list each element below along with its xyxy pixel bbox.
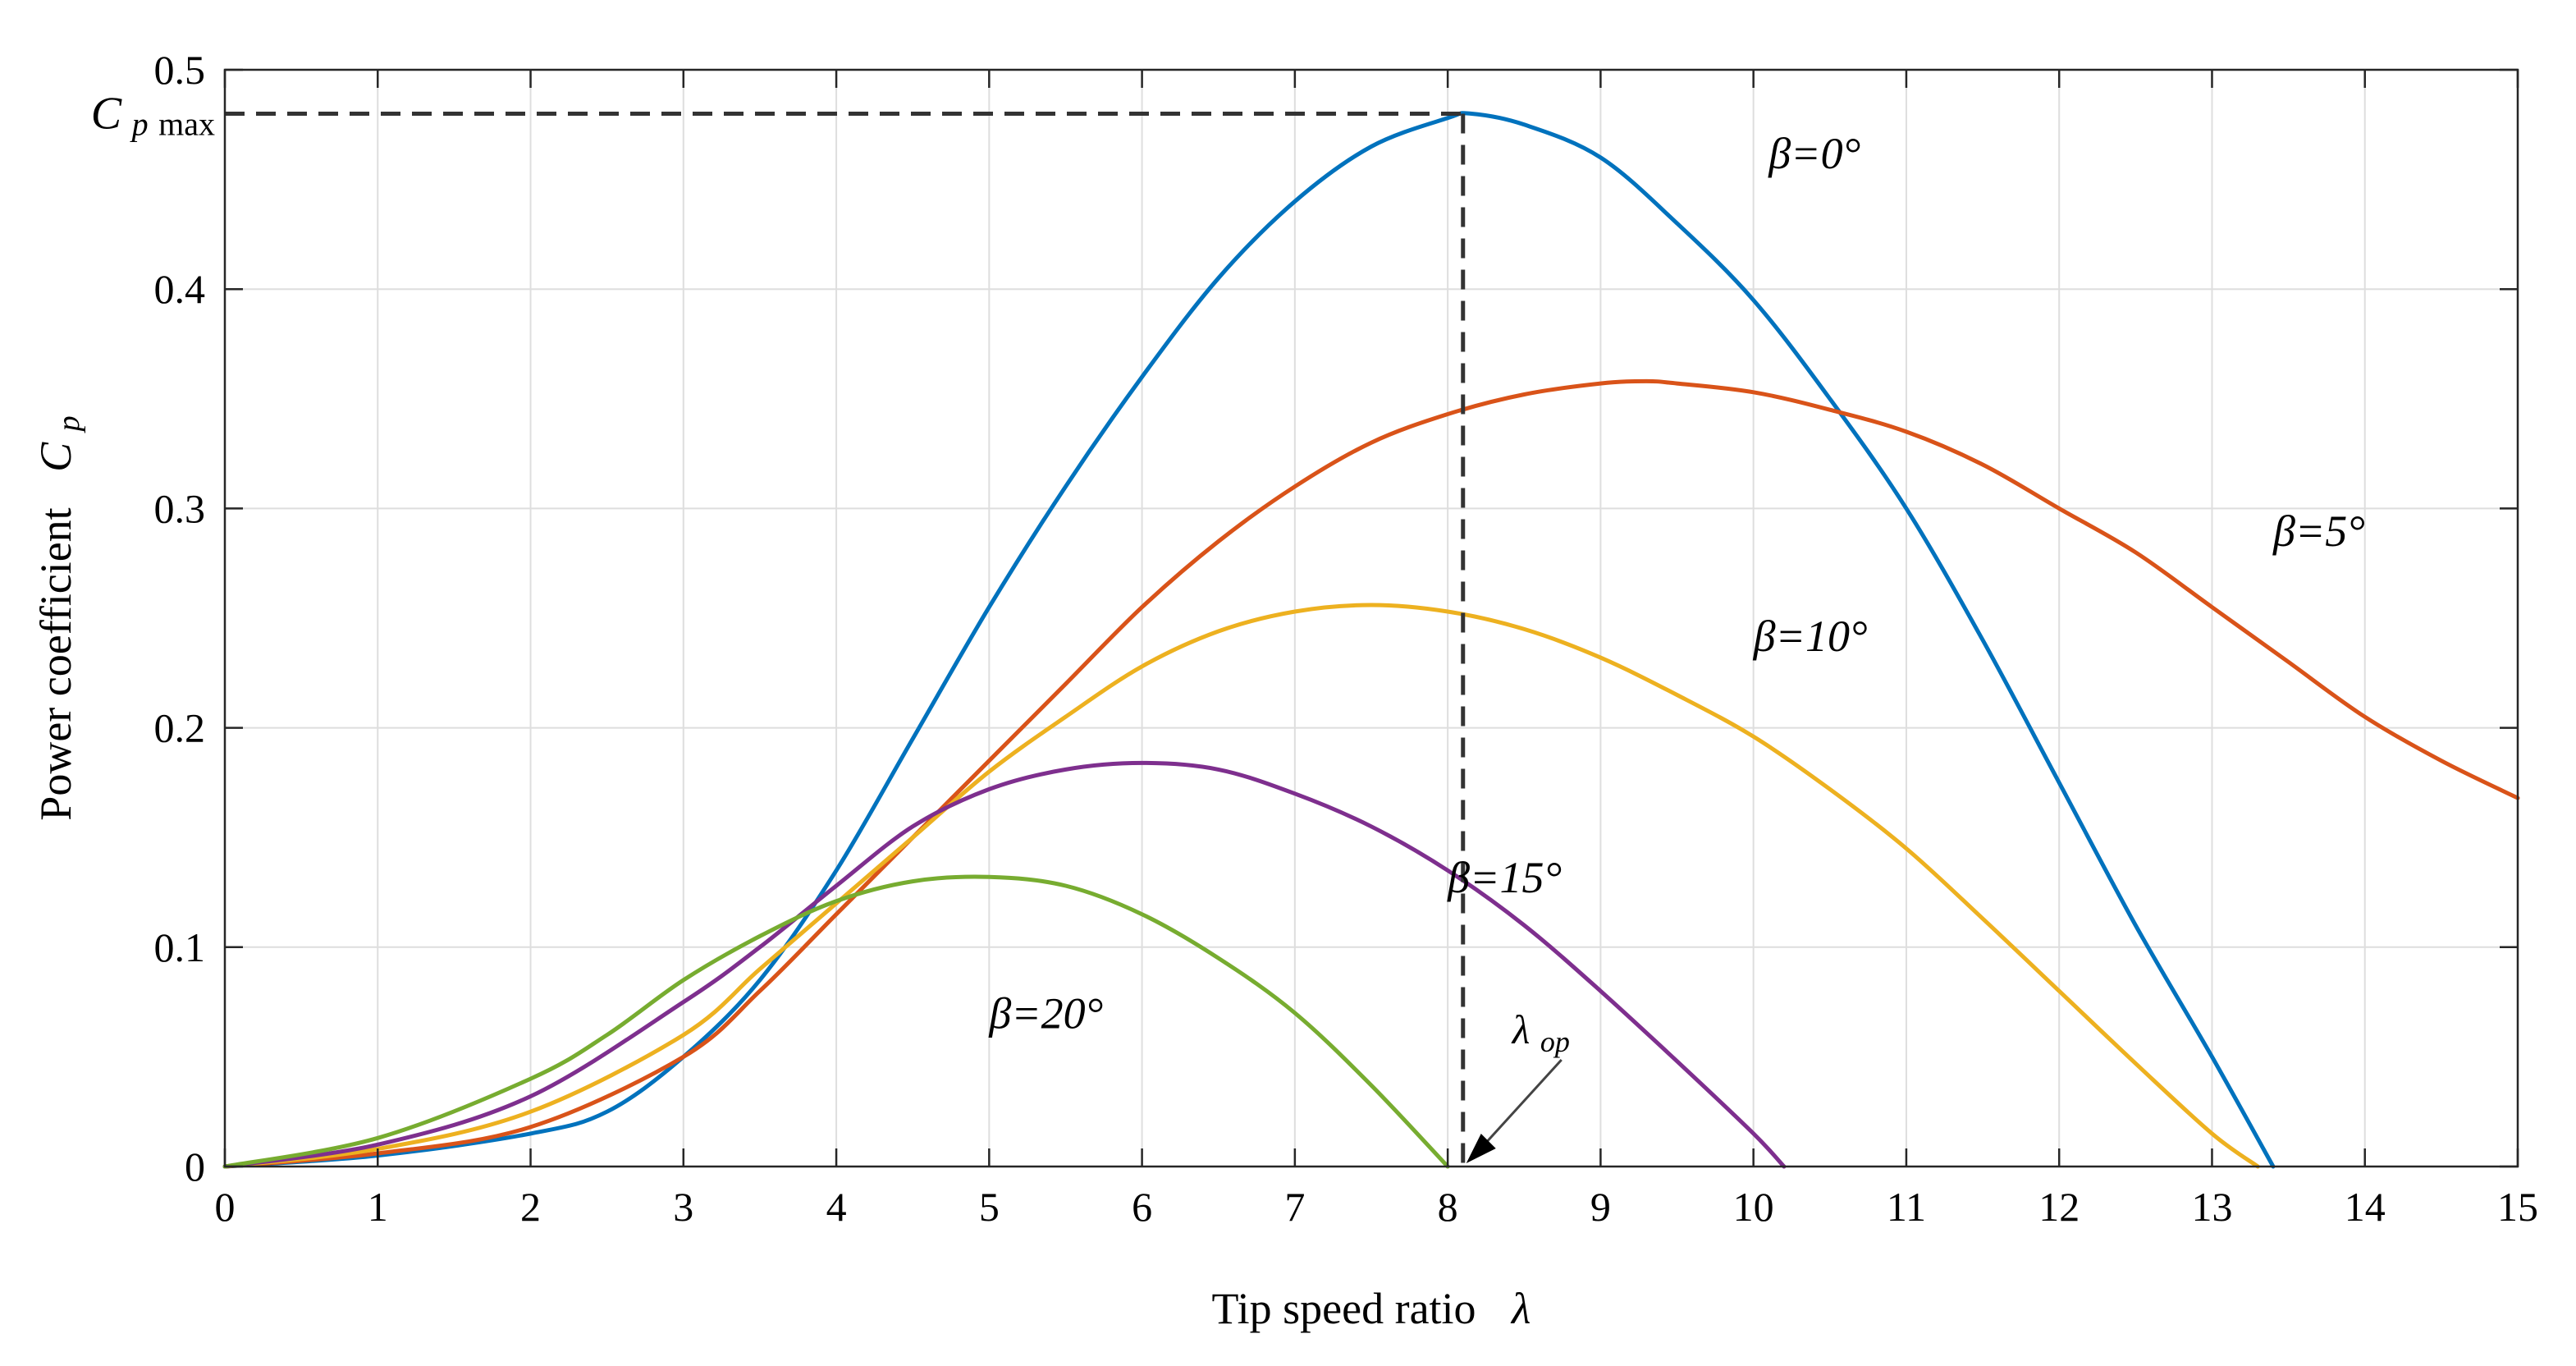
y-tick-label: 0.3 xyxy=(154,485,206,531)
cpmax-label: C p max xyxy=(91,88,215,144)
x-tick-label: 7 xyxy=(1284,1184,1305,1230)
x-tick-label: 10 xyxy=(1733,1184,1774,1230)
series-label-beta-10: β=10° xyxy=(1753,612,1868,661)
series-label-beta-0: β=0° xyxy=(1768,129,1860,178)
x-tick-label: 1 xyxy=(368,1184,388,1230)
x-tick-label: 9 xyxy=(1590,1184,1611,1230)
x-tick-label: 6 xyxy=(1132,1184,1152,1230)
x-tick-label: 15 xyxy=(2497,1184,2538,1230)
series-line-beta-15 xyxy=(222,760,1787,1169)
x-tick-label: 12 xyxy=(2038,1184,2080,1230)
curves xyxy=(222,111,2520,1169)
x-tick-label: 14 xyxy=(2345,1184,2386,1230)
y-tick-label: 0.4 xyxy=(154,266,206,312)
series-label-beta-5: β=5° xyxy=(2272,507,2365,556)
x-tick-label: 0 xyxy=(215,1184,236,1230)
lambda-op-sub: op xyxy=(1540,1025,1570,1058)
x-tick-label: 2 xyxy=(520,1184,541,1230)
lambda-op-main: λ xyxy=(1511,1006,1531,1052)
grid xyxy=(225,70,2518,1167)
annotations xyxy=(225,111,1563,1167)
y-axis-title-text: Power coefficient xyxy=(31,507,80,820)
y-axis-title: Power coefficient C p xyxy=(31,415,86,820)
series-line-beta-10 xyxy=(222,603,2260,1169)
x-tick-label: 3 xyxy=(673,1184,693,1230)
lambda-op-arrowhead xyxy=(1466,1134,1496,1163)
y-tick-label: 0.2 xyxy=(154,705,206,751)
y-axis-symbol: C xyxy=(31,442,80,472)
series-label-beta-15: β=15° xyxy=(1447,853,1562,902)
x-tick-label: 4 xyxy=(826,1184,847,1230)
cpmax-label-tail: max xyxy=(158,105,215,142)
axes-frame xyxy=(223,68,2519,1168)
series-line-beta-5 xyxy=(222,378,2520,1169)
y-tick-label: 0.1 xyxy=(154,924,206,970)
x-axis-title-text: Tip speed ratio xyxy=(1212,1284,1476,1333)
lambda-op-arrow-line xyxy=(1476,1058,1563,1153)
series-label-beta-20: β=20° xyxy=(988,989,1103,1038)
lambda-op-label: λ op xyxy=(1511,1006,1570,1058)
x-axis-symbol: λ xyxy=(1510,1284,1531,1333)
x-tick-label: 8 xyxy=(1438,1184,1458,1230)
y-tick-label: 0.5 xyxy=(154,47,206,93)
series-line-beta-0 xyxy=(222,111,2276,1169)
cpmax-label-main: C xyxy=(91,88,122,139)
cpmax-label-sub: p xyxy=(130,105,149,142)
y-tick-label: 0 xyxy=(185,1144,205,1190)
x-tick-label: 11 xyxy=(1887,1184,1926,1230)
x-tick-label: 13 xyxy=(2191,1184,2232,1230)
x-tick-label: 5 xyxy=(979,1184,1000,1230)
series-line-beta-20 xyxy=(222,874,1450,1169)
y-axis-symbol-sub: p xyxy=(52,415,86,433)
x-axis-title: Tip speed ratio λ xyxy=(1212,1284,1531,1333)
